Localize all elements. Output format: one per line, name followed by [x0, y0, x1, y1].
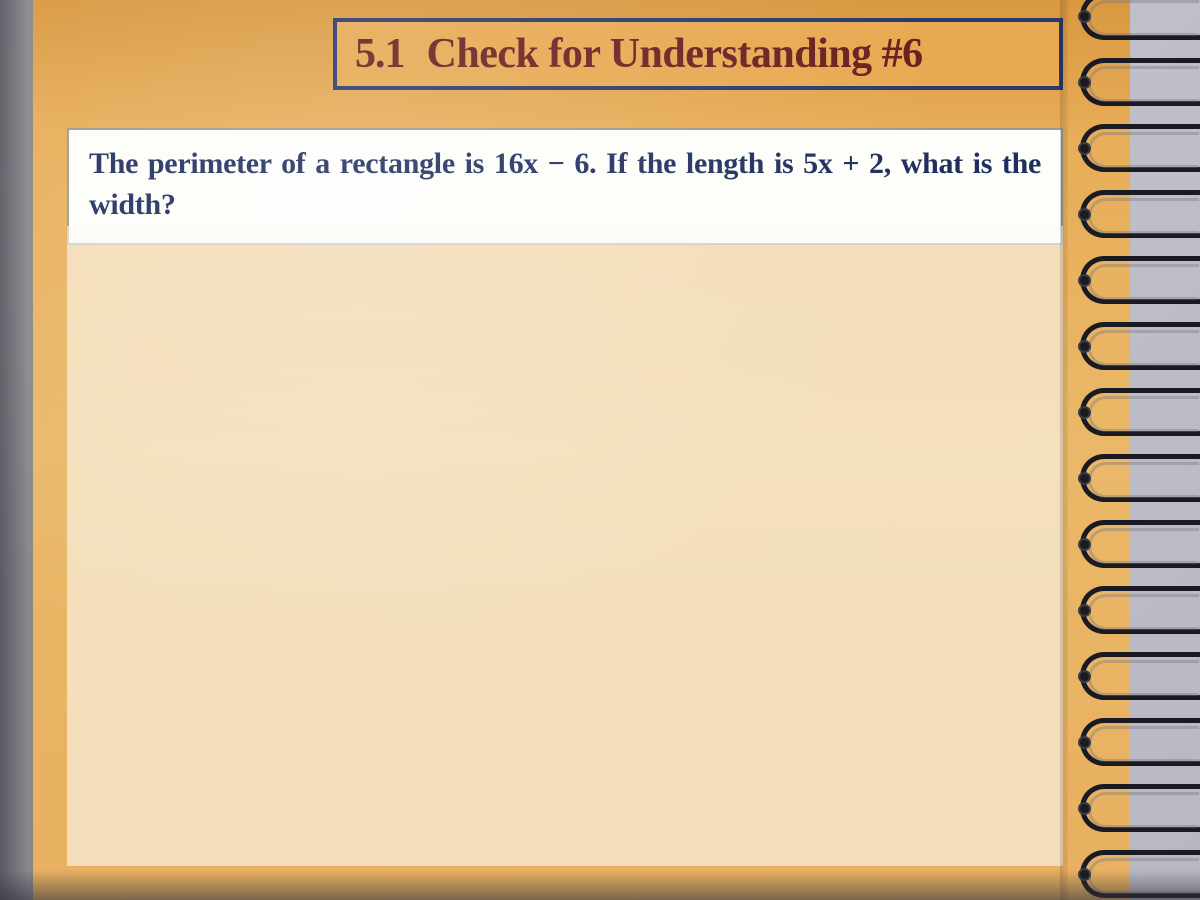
- spiral-ring: [1080, 322, 1200, 370]
- spiral-ring: [1080, 124, 1200, 172]
- spiral-ring: [1080, 454, 1200, 502]
- spiral-ring: [1080, 190, 1200, 238]
- spiral-hole: [1078, 736, 1091, 749]
- spiral-hole: [1078, 10, 1091, 23]
- spiral-ring: [1080, 586, 1200, 634]
- spiral-ring: [1080, 256, 1200, 304]
- work-area: [67, 226, 1063, 866]
- spiral-ring: [1080, 0, 1200, 40]
- spiral-ring: [1080, 58, 1200, 106]
- spiral-hole: [1078, 340, 1091, 353]
- spiral-ring: [1080, 718, 1200, 766]
- spiral-hole: [1078, 208, 1091, 221]
- screen-bottom-shadow: [0, 870, 1200, 900]
- spiral-hole: [1078, 76, 1091, 89]
- spiral-hole: [1078, 604, 1091, 617]
- spiral-hole: [1078, 472, 1091, 485]
- spiral-hole: [1078, 538, 1091, 551]
- title-box: 5.1 Check for Understanding #6: [333, 18, 1063, 90]
- screen-bezel-left: [0, 0, 30, 900]
- section-number: 5.1: [355, 30, 405, 78]
- spiral-binding: [1060, 0, 1200, 900]
- spiral-hole: [1078, 274, 1091, 287]
- spiral-hole: [1078, 670, 1091, 683]
- spiral-hole: [1078, 802, 1091, 815]
- spiral-ring: [1080, 520, 1200, 568]
- spiral-hole: [1078, 142, 1091, 155]
- spiral-ring: [1080, 652, 1200, 700]
- title-text: Check for Understanding #6: [427, 30, 923, 78]
- question-text: The perimeter of a rectangle is 16x − 6.…: [89, 144, 1041, 225]
- spiral-ring: [1080, 388, 1200, 436]
- notebook-page: 5.1 Check for Understanding #6 The perim…: [30, 0, 1130, 900]
- spiral-ring: [1080, 784, 1200, 832]
- spiral-hole: [1078, 406, 1091, 419]
